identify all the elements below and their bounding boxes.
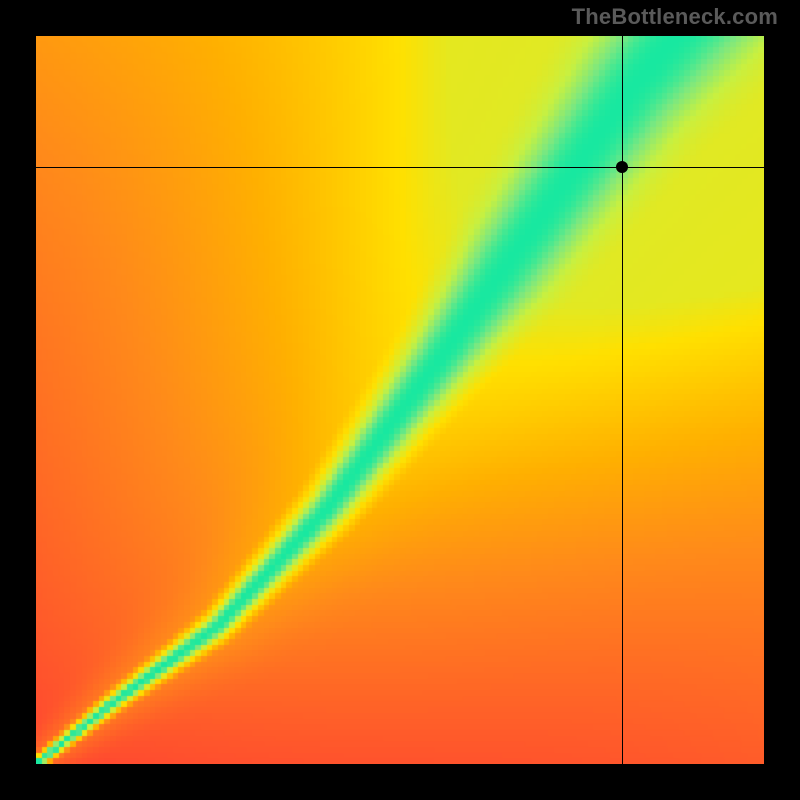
watermark-text: TheBottleneck.com	[572, 4, 778, 30]
bottleneck-heatmap-canvas	[36, 36, 764, 764]
chart-container: TheBottleneck.com	[0, 0, 800, 800]
